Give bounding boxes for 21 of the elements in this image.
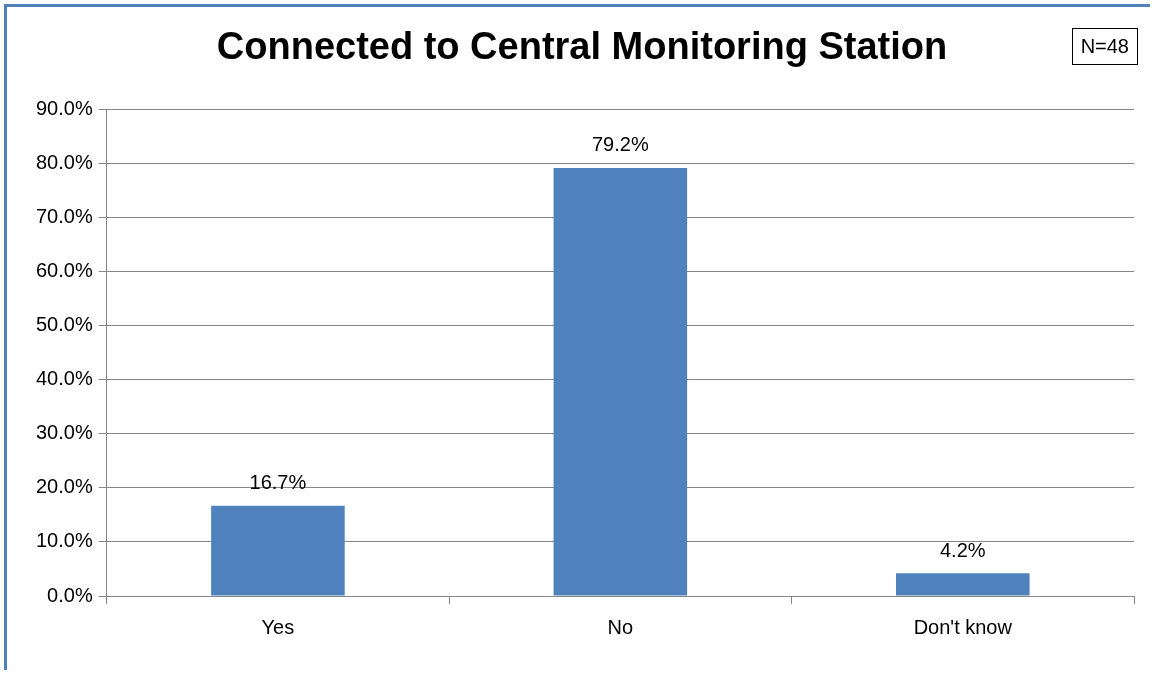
y-tick-label: 90.0% xyxy=(35,97,93,120)
x-tick-label: No xyxy=(607,615,634,638)
text: N=48 xyxy=(1071,28,1138,65)
bar xyxy=(553,167,688,596)
y-tick-label: 30.0% xyxy=(35,421,93,444)
bar xyxy=(211,505,345,596)
data-label: 79.2% xyxy=(592,133,649,156)
y-tick-label: 0.0% xyxy=(47,583,93,606)
y-tick-label: 40.0% xyxy=(35,367,93,390)
y-tick-label: 50.0% xyxy=(35,313,93,336)
x-tick-label: Don't know xyxy=(913,615,1013,638)
x-tick-label: Yes xyxy=(261,615,295,638)
data-label: 16.7% xyxy=(249,471,307,494)
y-tick-label: 80.0% xyxy=(35,151,93,174)
bar xyxy=(896,573,1030,596)
y-tick-label: 10.0% xyxy=(35,529,93,552)
chart-title: Connected to Central Monitoring Station xyxy=(216,25,948,68)
y-tick-label: 60.0% xyxy=(35,259,93,282)
data-label: 4.2% xyxy=(939,538,986,561)
y-tick-label: 70.0% xyxy=(35,205,93,228)
y-tick-label: 20.0% xyxy=(35,475,93,498)
